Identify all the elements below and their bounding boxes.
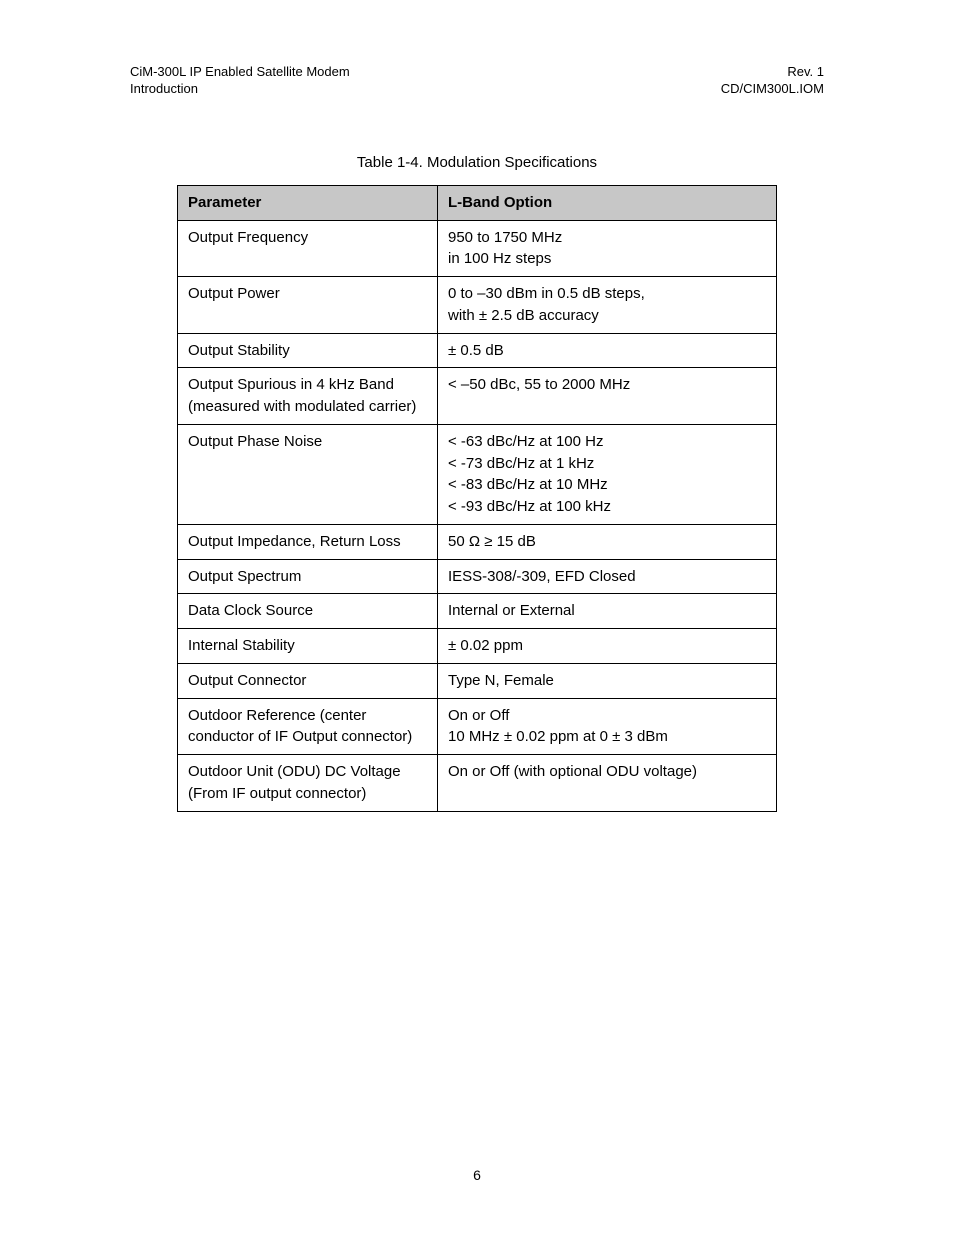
page-header: CiM-300L IP Enabled Satellite Modem Intr… [130, 64, 824, 98]
table-row: Output Power 0 to –30 dBm in 0.5 dB steps… [178, 277, 777, 334]
value-cell: IESS-308/-309, EFD Closed [438, 559, 777, 594]
value-text: in 100 Hz steps [448, 248, 766, 270]
param-text: Output Stability [188, 340, 427, 362]
value-text: 0 to –30 dBm in 0.5 dB steps, [448, 283, 766, 305]
value-text: 950 to 1750 MHz [448, 227, 766, 249]
value-cell: On or Off (with optional ODU voltage) [438, 755, 777, 812]
value-cell: Type N, Female [438, 663, 777, 698]
param-cell: Output Frequency [178, 220, 438, 277]
value-cell: On or Off10 MHz ± 0.02 ppm at 0 ± 3 dBm [438, 698, 777, 755]
header-left-line2: Introduction [130, 81, 198, 96]
param-cell: Internal Stability [178, 629, 438, 664]
table-row: Output Spectrum IESS-308/-309, EFD Closed [178, 559, 777, 594]
value-cell: ± 0.5 dB [438, 333, 777, 368]
value-text: < -83 dBc/Hz at 10 MHz [448, 474, 766, 496]
header-right-line1: Rev. 1 [787, 64, 824, 79]
value-cell: 50 Ω ≥ 15 dB [438, 524, 777, 559]
param-text: Data Clock Source [188, 600, 427, 622]
header-right-line2: CD/CIM300L.IOM [721, 81, 824, 96]
value-cell: < -63 dBc/Hz at 100 Hz< -73 dBc/Hz at 1 … [438, 424, 777, 524]
col2-header: L-Band Option [438, 185, 777, 220]
value-text: IESS-308/-309, EFD Closed [448, 566, 766, 588]
param-text: Outdoor Reference (center conductor of I… [188, 705, 427, 749]
value-text: with ± 2.5 dB accuracy [448, 305, 766, 327]
table-row: Output Phase Noise < -63 dBc/Hz at 100 Hz… [178, 424, 777, 524]
spec-table: Parameter L-Band Option Output Frequency… [177, 185, 777, 812]
param-text: Output Power [188, 283, 427, 305]
value-text: 50 Ω ≥ 15 dB [448, 531, 766, 553]
value-text: Type N, Female [448, 670, 766, 692]
param-cell: Output Phase Noise [178, 424, 438, 524]
param-text: Output Frequency [188, 227, 427, 249]
param-cell: Output Connector [178, 663, 438, 698]
param-cell: Outdoor Unit (ODU) DC Voltage (From IF o… [178, 755, 438, 812]
value-text: Internal or External [448, 600, 766, 622]
param-text: Output Connector [188, 670, 427, 692]
value-text: < -73 dBc/Hz at 1 kHz [448, 453, 766, 475]
param-text: Output Spurious in 4 kHz Band (measured … [188, 374, 427, 418]
param-text: Internal Stability [188, 635, 427, 657]
param-cell: Output Power [178, 277, 438, 334]
table-row: Output Frequency 950 to 1750 MHzin 100 Hz… [178, 220, 777, 277]
param-cell: Output Stability [178, 333, 438, 368]
value-text: < -63 dBc/Hz at 100 Hz [448, 431, 766, 453]
table-row: Internal Stability ± 0.02 ppm [178, 629, 777, 664]
page-number: 6 [0, 1167, 954, 1183]
table-row: Outdoor Reference (center conductor of I… [178, 698, 777, 755]
value-text: 10 MHz ± 0.02 ppm at 0 ± 3 dBm [448, 726, 766, 748]
value-cell: 0 to –30 dBm in 0.5 dB steps,with ± 2.5 … [438, 277, 777, 334]
value-text: On or Off [448, 705, 766, 727]
table-row: Output Impedance, Return Loss 50 Ω ≥ 15 d… [178, 524, 777, 559]
value-text: ± 0.5 dB [448, 340, 766, 362]
value-text: < –50 dBc, 55 to 2000 MHz [448, 374, 766, 396]
table-body: Output Frequency 950 to 1750 MHzin 100 Hz… [178, 220, 777, 811]
table-row: Outdoor Unit (ODU) DC Voltage (From IF o… [178, 755, 777, 812]
param-cell: Data Clock Source [178, 594, 438, 629]
value-text: On or Off (with optional ODU voltage) [448, 761, 766, 783]
header-left: CiM-300L IP Enabled Satellite Modem Intr… [130, 64, 350, 98]
param-text: Output Impedance, Return Loss [188, 531, 427, 553]
param-cell: Output Spurious in 4 kHz Band (measured … [178, 368, 438, 425]
param-cell: Outdoor Reference (center conductor of I… [178, 698, 438, 755]
value-cell: 950 to 1750 MHzin 100 Hz steps [438, 220, 777, 277]
value-cell: ± 0.02 ppm [438, 629, 777, 664]
value-cell: < –50 dBc, 55 to 2000 MHz [438, 368, 777, 425]
param-text: Output Spectrum [188, 566, 427, 588]
table-caption: Table 1-4. Modulation Specifications [130, 154, 824, 171]
param-text: Outdoor Unit (ODU) DC Voltage (From IF o… [188, 761, 427, 805]
header-left-line1: CiM-300L IP Enabled Satellite Modem [130, 64, 350, 79]
header-right: Rev. 1 CD/CIM300L.IOM [721, 64, 824, 98]
table-header-row: Parameter L-Band Option [178, 185, 777, 220]
value-text: ± 0.02 ppm [448, 635, 766, 657]
col1-header: Parameter [178, 185, 438, 220]
table-row: Data Clock Source Internal or External [178, 594, 777, 629]
param-text: Output Phase Noise [188, 431, 427, 453]
param-cell: Output Spectrum [178, 559, 438, 594]
value-text: < -93 dBc/Hz at 100 kHz [448, 496, 766, 518]
table-row: Output Stability ± 0.5 dB [178, 333, 777, 368]
param-cell: Output Impedance, Return Loss [178, 524, 438, 559]
table-row: Output Spurious in 4 kHz Band (measured … [178, 368, 777, 425]
page: CiM-300L IP Enabled Satellite Modem Intr… [0, 0, 954, 1235]
table-row: Output Connector Type N, Female [178, 663, 777, 698]
value-cell: Internal or External [438, 594, 777, 629]
